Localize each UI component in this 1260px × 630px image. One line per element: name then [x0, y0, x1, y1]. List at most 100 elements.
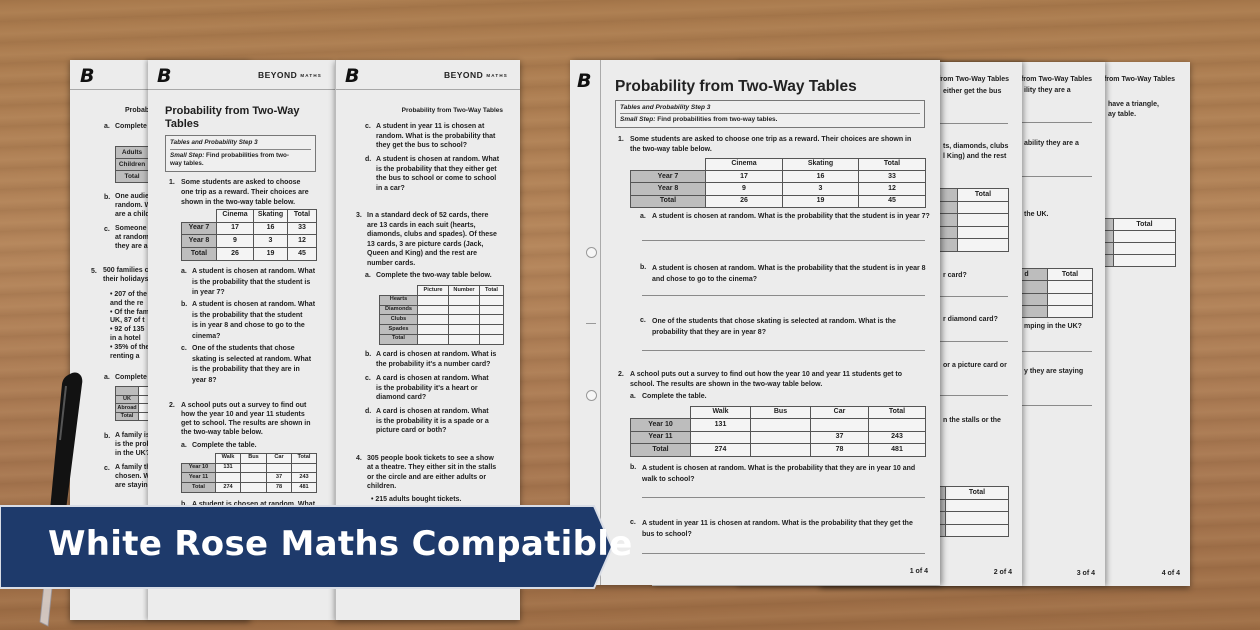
question-text: A student is chosen at random. What is t… [652, 212, 930, 222]
text-line: probability that they are in year 8? [652, 329, 766, 336]
question-text: Complete the table. [642, 392, 707, 402]
table-cell [417, 304, 449, 316]
table-cell [1113, 254, 1176, 267]
answer-line [642, 497, 925, 498]
table-cell: 19 [782, 194, 859, 208]
text-line: is in year 8 and chose to go to the [192, 322, 305, 329]
table-cell [240, 482, 267, 493]
question-number: a. [181, 268, 187, 275]
small-step-label: Small Step: [170, 152, 205, 159]
table-header-cell: Picture [417, 285, 449, 296]
page-number: 4 of 4 [1161, 570, 1180, 577]
table-cell: 19 [253, 247, 288, 261]
table-cell [957, 200, 1009, 214]
text-line: random. W [115, 201, 152, 209]
table-cell [448, 333, 480, 345]
table-cell [215, 472, 241, 484]
question-number: c. [630, 519, 636, 526]
table-cell: 131 [690, 418, 751, 432]
text-line: is the probability it is a spade or a [376, 417, 489, 425]
small-step-label: Small Step: [620, 116, 656, 123]
table-header-cell: Total [858, 157, 926, 172]
text-line: A student is chosen at random. What [192, 268, 316, 275]
text-line: walk to school? [642, 476, 695, 483]
question-text: A student is chosen at random. What [192, 500, 315, 510]
banner-shape [0, 505, 614, 589]
step-box: Tables and Probability Step 3 Small Step… [165, 135, 316, 172]
text-line: their holidays [103, 275, 149, 283]
table-row-label: Spades [379, 324, 418, 335]
text-line: the probability it's a number card? [376, 360, 491, 368]
text-line: at a theatre. They either sit in the sta… [367, 464, 497, 472]
table-row-label: Total [630, 443, 691, 457]
table-cell: 274 [215, 482, 241, 493]
table-row-label: Hearts [379, 294, 418, 306]
question-fragment: l King) and the rest [943, 153, 1007, 160]
table-row-label: Year 11 [181, 472, 216, 484]
question-number: b. [104, 194, 111, 201]
question-text: Some students are asked to choose one tr… [630, 135, 911, 155]
table-cell: 26 [705, 194, 783, 208]
table-row: Clubs [379, 314, 504, 326]
question-fragment: ay table. [1108, 111, 1137, 118]
table-row: Year 10 131 [181, 462, 317, 474]
question-fragment: ility they are a [1024, 87, 1071, 94]
table-cell [479, 314, 504, 326]
worksheet-title: Probability from Two-Way Tables [165, 105, 299, 130]
running-title: Probability from Two-Way Tables [1065, 76, 1175, 83]
table-header-cell [182, 454, 216, 464]
answer-line [642, 240, 925, 241]
answer-line [1020, 176, 1092, 177]
table-row: Year 7 17 16 33 [181, 221, 317, 236]
table-cell [1047, 280, 1093, 294]
question-text: A school puts out a survey to find out ho… [181, 401, 311, 437]
table-cell: 9 [216, 234, 254, 249]
question-text: One of the students that chose skating i… [652, 316, 896, 338]
text-line: One of the students that chose [192, 345, 295, 352]
text-line: • 207 of the [110, 291, 148, 298]
table-cell [750, 430, 811, 445]
text-line: picture card or both? [376, 427, 447, 435]
table-row: Year 7 17 16 33 [630, 170, 926, 184]
text-line: school. The results are shown in the two… [630, 381, 823, 388]
table-cell [479, 333, 504, 345]
table-cell [945, 498, 1009, 512]
question-number: 1. [169, 179, 175, 186]
question-number: a. [630, 393, 636, 400]
text-line: Complete [115, 123, 147, 130]
brand-name: BEYOND [443, 70, 484, 80]
beyond-logo: B [157, 65, 172, 87]
page-number: 1 of 4 [909, 568, 928, 575]
question-fragment: the UK. [1024, 211, 1049, 218]
answer-line [642, 553, 925, 554]
table-cell [1047, 304, 1093, 319]
question-text: Someone at random they are a [115, 225, 149, 251]
question-number: b. [640, 264, 647, 271]
table-cell: 481 [868, 443, 926, 457]
table-row-label: Year 10 [630, 418, 691, 432]
text-line: A family th [115, 464, 151, 471]
table-row: Year 8 9 3 12 [181, 234, 317, 249]
text-line: A student is chosen at random. What is t… [652, 265, 926, 272]
text-line: Probability from Two-Way [165, 105, 300, 117]
text-line: they are a [115, 242, 148, 250]
text-line: number cards. [367, 259, 416, 267]
text-line: get to school. The results are shown in [181, 420, 311, 427]
table-row-label: Year 11 [630, 430, 691, 445]
table-cell [240, 462, 267, 474]
table-cell: 481 [291, 482, 317, 493]
text-line: and chose to go to the cinema? [652, 276, 758, 283]
question-fragment: n the stalls or the [943, 417, 1001, 424]
text-line: • 35% of the [110, 343, 150, 351]
question-fragment: r diamond card? [943, 316, 998, 323]
table-row: Spades [379, 324, 504, 335]
question-text: A student is chosen at random. What is th… [192, 300, 315, 342]
table-cell: 33 [858, 170, 926, 184]
table-row-label: Diamonds [379, 304, 418, 316]
bullet-list: • 207 of the and the re • Of the fam UK, … [110, 291, 149, 361]
question-number: c. [104, 226, 110, 233]
question-number: 2. [618, 371, 624, 378]
question-number: c. [104, 465, 110, 472]
question-fragment: or a picture card or [943, 362, 1007, 369]
text-line: is the prob [115, 440, 151, 448]
